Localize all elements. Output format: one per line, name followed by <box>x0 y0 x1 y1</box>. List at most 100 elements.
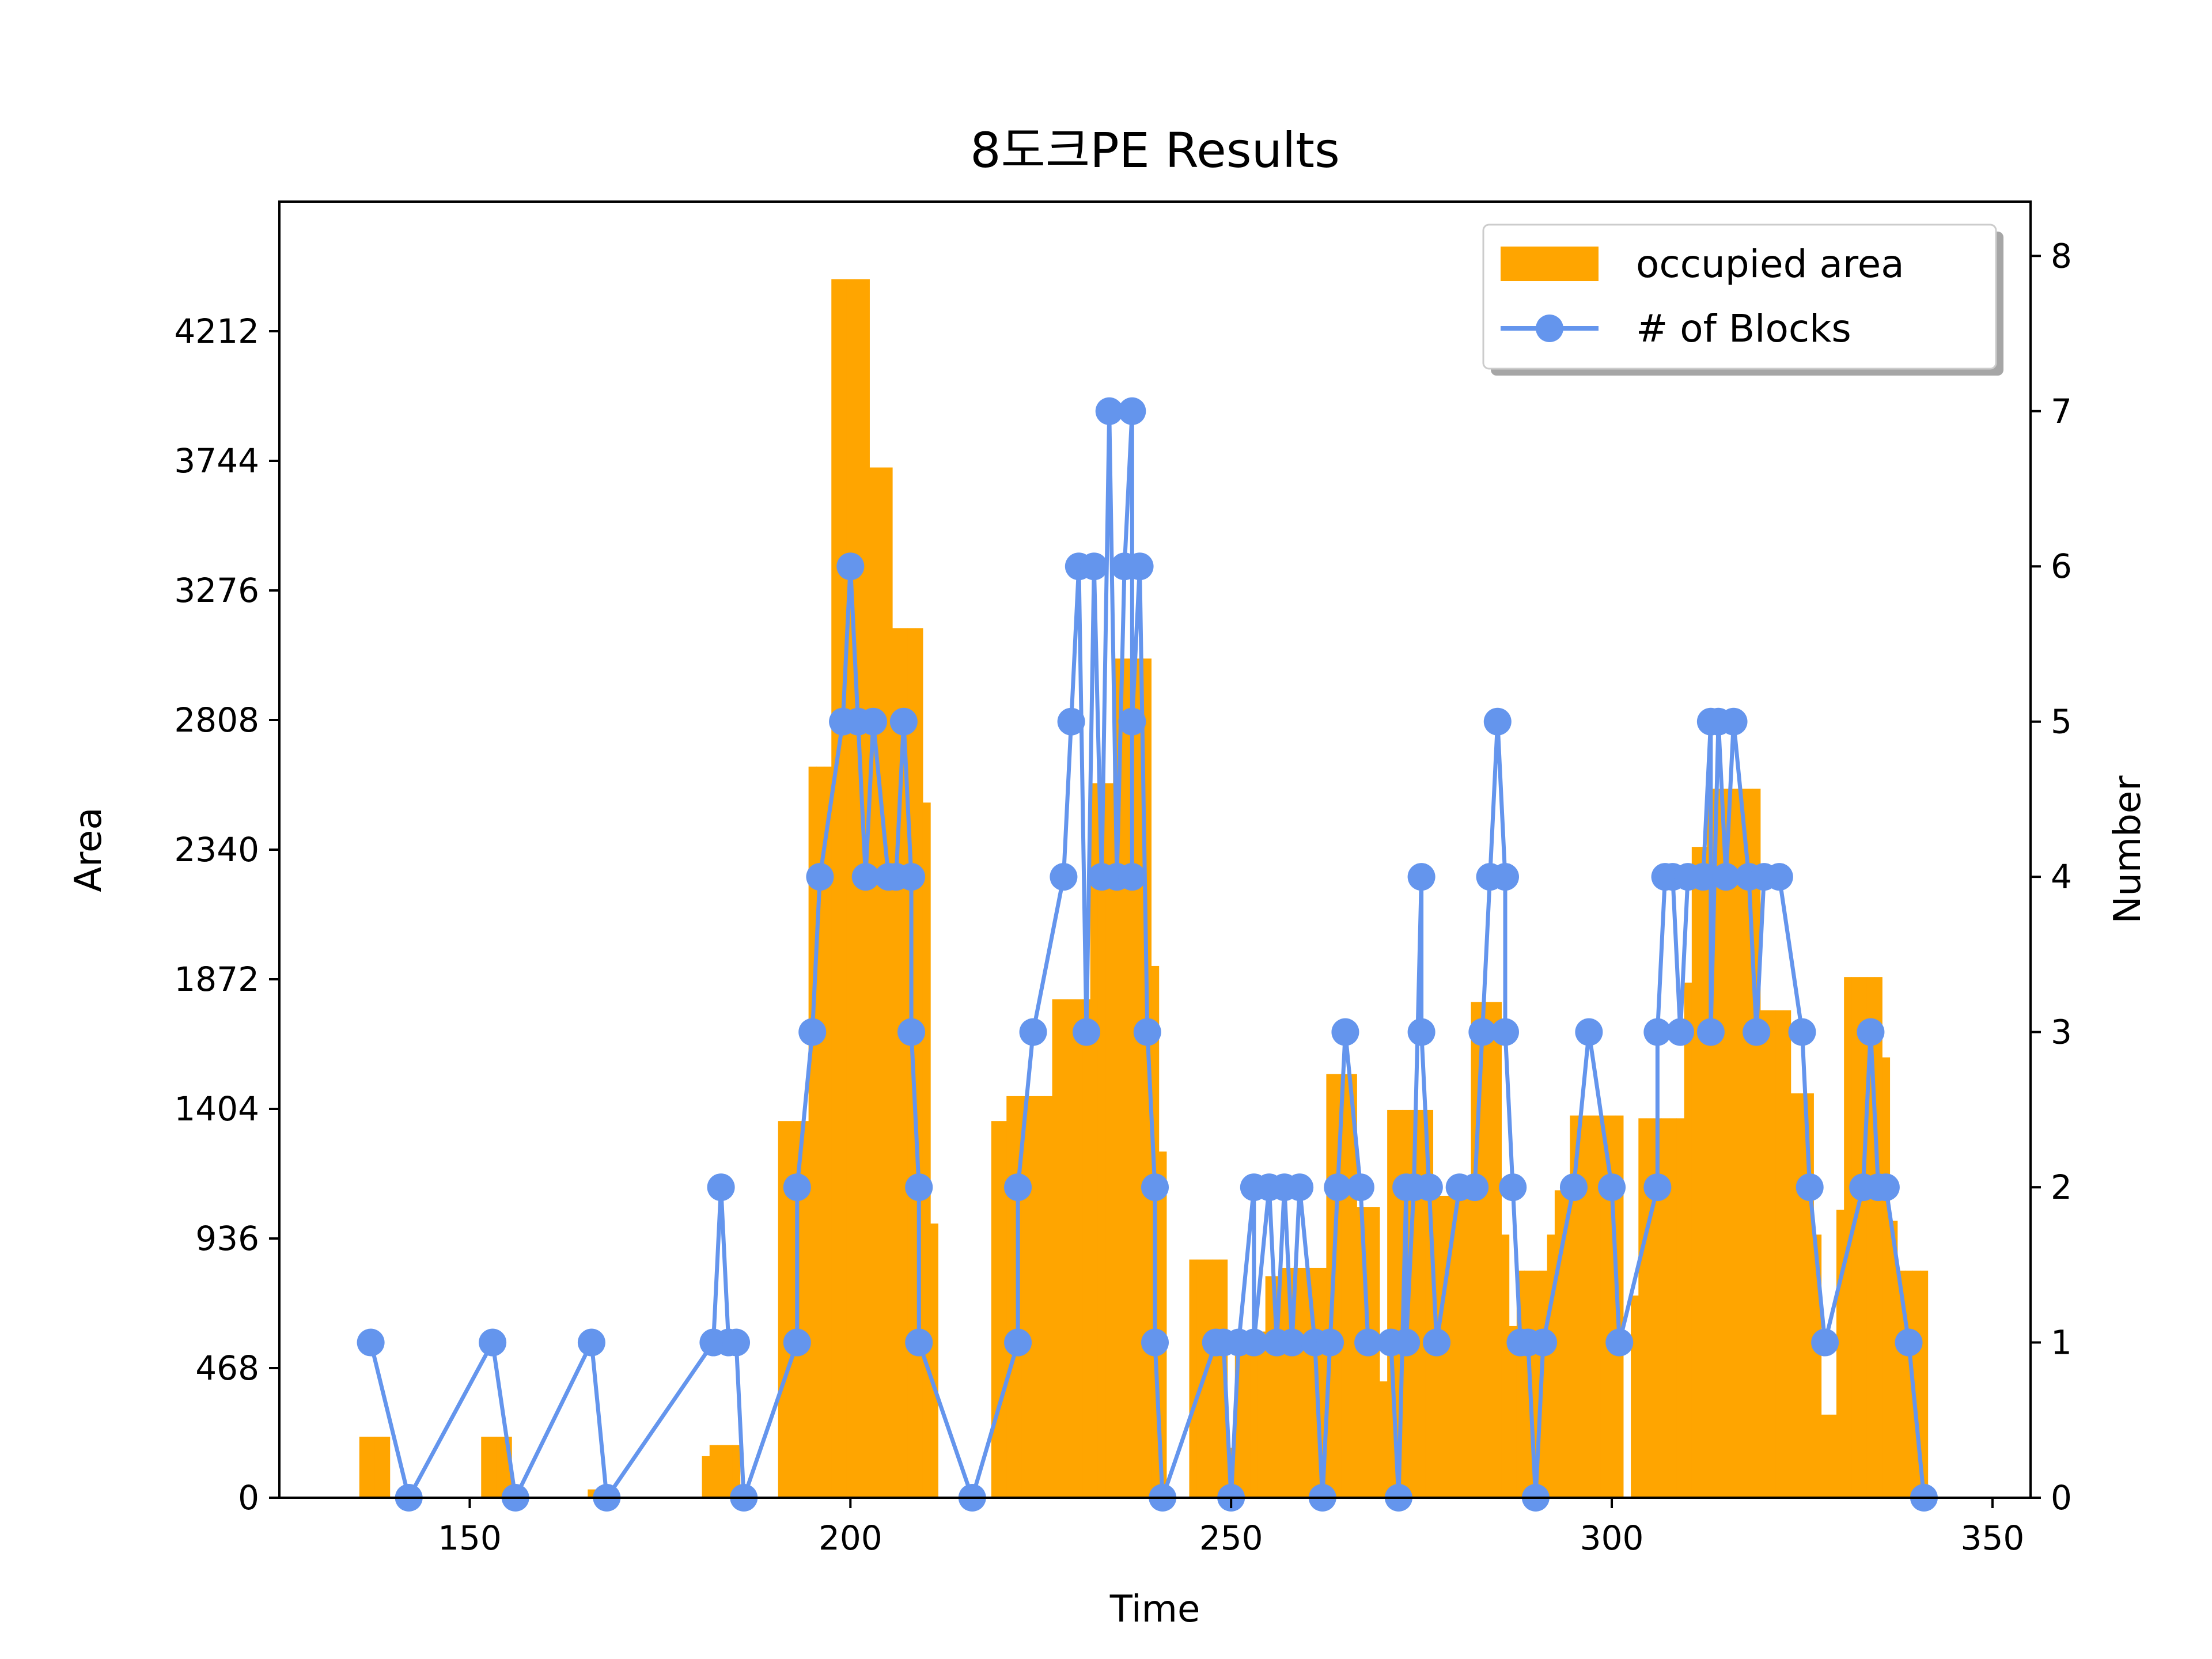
bar-111 <box>1593 1115 1601 1498</box>
block-point-46 <box>1141 1328 1169 1357</box>
bar-36 <box>999 1121 1007 1498</box>
block-point-99 <box>1696 1018 1725 1046</box>
block-point-40 <box>1118 397 1146 425</box>
bar-17 <box>801 1121 809 1498</box>
y-right-tick-label-2: 2 <box>2051 1168 2072 1207</box>
legend-box <box>1482 224 1997 370</box>
y-left-tick-label-4: 1872 <box>174 960 259 999</box>
block-point-14 <box>806 863 834 891</box>
y-left-tick-label-8: 3744 <box>174 441 259 480</box>
block-point-7 <box>707 1173 735 1202</box>
blocks-line <box>357 397 1938 1512</box>
block-point-92 <box>1643 1018 1672 1046</box>
block-point-2 <box>479 1328 507 1357</box>
bar-1 <box>367 1437 375 1498</box>
x-tick-label-4: 350 <box>1961 1518 2025 1558</box>
block-point-104 <box>1743 1018 1771 1046</box>
legend-label-blocks: # of Blocks <box>1636 306 1851 351</box>
bar-44 <box>1059 999 1068 1498</box>
bar-58 <box>1189 1259 1198 1498</box>
bar-83 <box>1379 1381 1388 1498</box>
blocks-polyline <box>369 409 1926 1500</box>
block-point-114 <box>1895 1328 1923 1357</box>
block-point-102 <box>1719 707 1748 736</box>
bar-15 <box>785 1121 794 1498</box>
bar-26 <box>869 467 878 1498</box>
bar-10 <box>709 1445 718 1498</box>
block-point-11 <box>783 1328 811 1357</box>
bar-94 <box>1463 1195 1472 1498</box>
bar-123 <box>1691 847 1700 1498</box>
block-point-9 <box>722 1328 751 1357</box>
bar-116 <box>1638 1118 1647 1498</box>
bar-28 <box>884 467 893 1498</box>
bar-45 <box>1067 999 1075 1498</box>
block-point-87 <box>1559 1173 1588 1202</box>
bar-99 <box>1501 1234 1510 1498</box>
bar-29 <box>892 628 900 1498</box>
bar-67 <box>1257 1331 1266 1498</box>
block-point-73 <box>1415 1173 1443 1202</box>
bar-78 <box>1341 1074 1350 1498</box>
bar-57 <box>1158 1152 1167 1498</box>
bar-131 <box>1752 789 1761 1498</box>
bar-66 <box>1250 1331 1259 1498</box>
block-point-61 <box>1316 1328 1344 1357</box>
bar-21 <box>831 279 840 1498</box>
bar-42 <box>1044 1096 1053 1498</box>
x-tick-label-2: 250 <box>1199 1518 1263 1558</box>
block-point-19 <box>859 707 887 736</box>
bar-37 <box>1006 1096 1015 1498</box>
block-point-109 <box>1811 1328 1839 1357</box>
bar-135 <box>1783 1010 1791 1498</box>
legend-swatch-marker <box>1536 315 1563 342</box>
block-point-30 <box>1019 1018 1047 1046</box>
bar-60 <box>1204 1259 1213 1498</box>
block-point-42 <box>1118 707 1146 736</box>
block-point-4 <box>577 1328 605 1357</box>
bar-144 <box>1851 977 1860 1498</box>
bar-98 <box>1494 1002 1502 1498</box>
y-right-tick-label-3: 3 <box>2051 1013 2072 1052</box>
block-point-88 <box>1575 1018 1603 1046</box>
bar-143 <box>1844 977 1852 1498</box>
bar-73 <box>1303 1267 1312 1498</box>
bar-145 <box>1859 977 1868 1498</box>
block-point-44 <box>1133 1018 1161 1046</box>
bar-12 <box>725 1445 733 1498</box>
block-point-76 <box>1461 1173 1489 1202</box>
block-point-26 <box>905 1328 933 1357</box>
bar-43 <box>1052 999 1060 1498</box>
y-left-tick-label-1: 468 <box>195 1349 259 1388</box>
block-point-58 <box>1286 1173 1314 1202</box>
block-point-77 <box>1468 1018 1497 1046</box>
bar-141 <box>1828 1414 1837 1498</box>
x-axis: 150 200 250 300 350 <box>438 1498 2024 1558</box>
y-axis-right-label: Number <box>2107 775 2149 924</box>
legend-label-area: occupied area <box>1636 242 1904 286</box>
block-point-69 <box>1392 1328 1421 1357</box>
block-point-82 <box>1499 1173 1527 1202</box>
block-point-32 <box>1057 707 1085 736</box>
bar-72 <box>1296 1267 1304 1498</box>
bar-108 <box>1570 1115 1578 1498</box>
block-point-64 <box>1346 1173 1374 1202</box>
block-point-72 <box>1407 1018 1435 1046</box>
y-right-tick-label-5: 5 <box>2051 702 2072 741</box>
bar-46 <box>1075 999 1084 1498</box>
block-point-106 <box>1765 863 1793 891</box>
bar-119 <box>1661 1118 1669 1498</box>
bar-93 <box>1456 1195 1464 1498</box>
y-left-tick-label-2: 936 <box>195 1219 259 1258</box>
bar-100 <box>1509 1325 1517 1498</box>
block-point-16 <box>836 552 865 581</box>
bar-30 <box>900 628 908 1498</box>
y-left-tick-label-6: 2808 <box>174 700 259 740</box>
block-point-74 <box>1423 1328 1451 1357</box>
block-point-111 <box>1857 1018 1885 1046</box>
bar-6 <box>496 1437 505 1498</box>
block-point-37 <box>1095 397 1123 425</box>
legend: occupied area # of Blocks <box>1482 224 2003 376</box>
bar-88 <box>1418 1109 1426 1498</box>
